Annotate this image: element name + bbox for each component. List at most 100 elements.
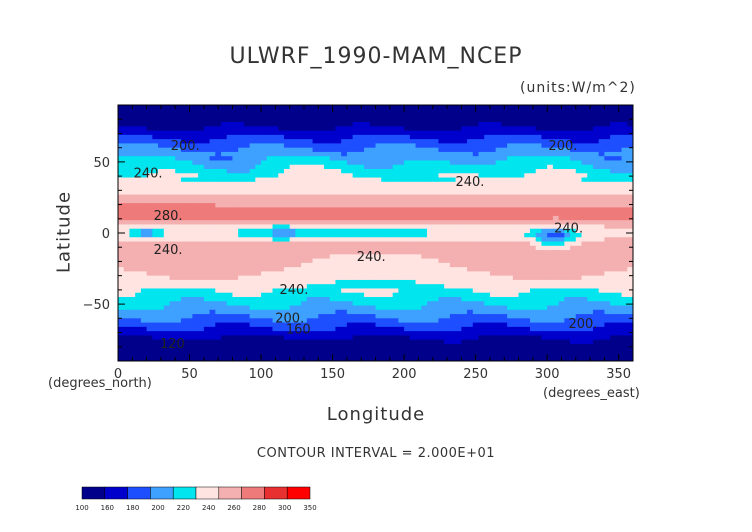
field-cell [346, 109, 354, 115]
field-cell [335, 139, 342, 144]
field-cell [501, 169, 508, 174]
field-cell [129, 220, 136, 226]
field-cell [455, 143, 462, 149]
field-cell [232, 126, 239, 132]
field-cell [152, 215, 159, 221]
field-cell [226, 331, 234, 336]
field-cell [409, 117, 417, 123]
field-cell [369, 331, 377, 336]
field-cell [449, 258, 457, 264]
field-cell [175, 335, 182, 341]
field-cell [329, 130, 337, 136]
field-cell [512, 109, 520, 115]
field-cell [518, 117, 525, 123]
field-cell [524, 241, 531, 247]
field-cell [564, 288, 571, 294]
field-cell [341, 139, 348, 144]
field-cell [364, 262, 371, 268]
field-cell [581, 262, 588, 268]
field-cell [592, 105, 600, 110]
field-cell [341, 211, 348, 217]
field-cell [261, 177, 268, 183]
field-cell [163, 339, 171, 345]
field-cell [318, 245, 325, 251]
field-cell [461, 326, 468, 332]
field-cell [140, 250, 148, 255]
field-cell [221, 113, 228, 119]
field-cell [421, 203, 428, 208]
field-cell [232, 318, 239, 324]
field-cell [552, 271, 560, 277]
field-cell [604, 151, 611, 157]
field-cell [306, 151, 314, 157]
field-cell [501, 190, 508, 196]
field-cell [512, 331, 520, 336]
field-cell [495, 233, 502, 238]
field-cell [495, 203, 502, 208]
field-cell [392, 228, 399, 234]
field-cell [203, 130, 211, 136]
field-cell [604, 181, 611, 187]
field-cell [552, 177, 560, 183]
field-cell [261, 254, 268, 260]
field-cell [415, 173, 422, 179]
field-cell [180, 113, 188, 119]
field-cell [598, 233, 605, 238]
field-cell [375, 318, 382, 324]
field-cell [169, 186, 176, 191]
field-cell [478, 139, 485, 144]
field-cell [295, 143, 302, 149]
field-cell [392, 305, 399, 311]
field-cell [461, 233, 468, 238]
field-cell [575, 267, 583, 272]
field-cell [261, 220, 268, 226]
field-cell [564, 275, 571, 281]
field-cell [346, 284, 354, 290]
field-cell [209, 271, 216, 277]
field-cell [421, 335, 428, 341]
field-cell [598, 318, 605, 324]
field-cell [324, 186, 331, 191]
field-cell [598, 122, 605, 127]
field-cell [358, 177, 365, 183]
field-cell [226, 297, 234, 302]
field-cell [512, 314, 520, 319]
field-cell [324, 262, 331, 268]
field-cell [152, 284, 159, 290]
field-cell [484, 245, 491, 251]
field-cell [444, 275, 451, 281]
field-cell [346, 309, 354, 315]
field-cell [209, 139, 216, 144]
field-cell [209, 126, 216, 132]
field-cell [209, 156, 216, 162]
field-cell [427, 177, 434, 183]
field-cell [558, 279, 565, 285]
field-cell [581, 211, 588, 217]
field-cell [118, 134, 125, 140]
field-cell [358, 117, 365, 123]
field-cell [198, 288, 205, 294]
field-cell [558, 143, 565, 149]
field-cell [232, 267, 239, 272]
field-cell [249, 297, 256, 302]
field-cell [192, 151, 199, 157]
field-cell [455, 258, 462, 264]
field-cell [449, 322, 457, 328]
field-cell [587, 314, 594, 319]
field-cell [438, 233, 445, 238]
field-cell [432, 105, 440, 110]
field-cell [547, 130, 554, 136]
field-cell [255, 215, 262, 221]
field-cell [266, 318, 274, 324]
field-cell [255, 288, 262, 294]
field-cell [409, 143, 417, 149]
field-cell [541, 326, 548, 332]
field-cell [180, 241, 188, 247]
field-cell [158, 122, 165, 127]
field-cell [444, 207, 451, 213]
field-cell [518, 109, 525, 115]
field-cell [398, 130, 405, 136]
field-cell [472, 134, 480, 140]
field-cell [501, 335, 508, 341]
field-cell [512, 322, 520, 328]
